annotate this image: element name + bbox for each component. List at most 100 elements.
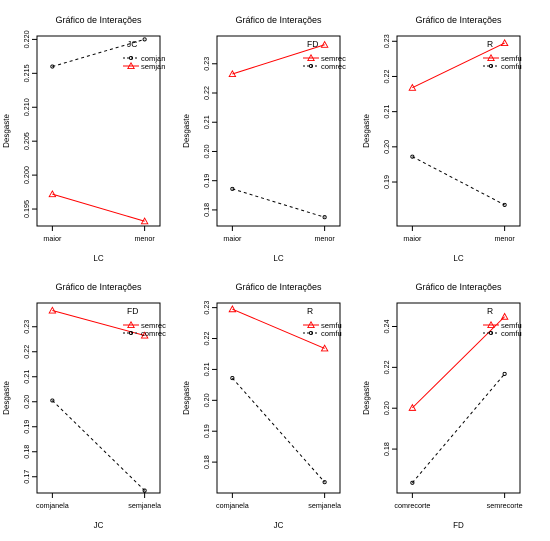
legend-label: semrec bbox=[141, 321, 166, 330]
data-point-comfu bbox=[322, 480, 327, 485]
data-point-comjan bbox=[50, 64, 55, 69]
legend-marker bbox=[308, 330, 314, 336]
legend-title: FD bbox=[127, 306, 138, 316]
series-line-semjan bbox=[52, 193, 145, 222]
data-point-semrec bbox=[140, 331, 149, 339]
y-tick-label: 0.205 bbox=[22, 132, 31, 150]
y-tick-label: 0.20 bbox=[202, 393, 211, 407]
legend-title: FD bbox=[307, 39, 318, 49]
y-tick-label: 0.18 bbox=[22, 445, 31, 459]
x-tick-label: comrecorte bbox=[394, 501, 430, 510]
y-tick-label: 0.20 bbox=[22, 395, 31, 409]
data-point-semfu bbox=[408, 403, 417, 411]
x-axis-label: LC bbox=[93, 254, 103, 263]
x-tick-label: semrecorte bbox=[487, 501, 523, 510]
data-point-semfu bbox=[228, 305, 237, 313]
series-line-semfu bbox=[412, 42, 505, 89]
plot-frame bbox=[396, 302, 521, 494]
y-tick-label: 0.220 bbox=[22, 30, 31, 48]
x-tick-label: menor bbox=[314, 234, 335, 243]
x-tick-label: menor bbox=[494, 234, 515, 243]
y-tick-label: 0.22 bbox=[382, 69, 391, 83]
legend-marker bbox=[488, 63, 494, 69]
y-axis-label: Desgaste bbox=[362, 114, 371, 148]
legend-title: R bbox=[487, 306, 493, 316]
y-tick-label: 0.19 bbox=[382, 175, 391, 189]
data-point-semfu bbox=[320, 344, 329, 352]
legend-marker bbox=[127, 61, 135, 70]
y-tick-label: 0.21 bbox=[22, 370, 31, 384]
panel-3: Gráfico de Interações maior menor LC 0.19 0.2… bbox=[362, 15, 522, 263]
data-point-comrec bbox=[230, 186, 235, 191]
legend-marker bbox=[487, 53, 495, 62]
y-tick-label: 0.19 bbox=[22, 420, 31, 434]
series-line-comrec bbox=[232, 188, 325, 218]
legend-marker bbox=[127, 320, 135, 329]
y-tick-label: 0.195 bbox=[22, 200, 31, 218]
panel-4: Gráfico de Interações comjanela semjanela J… bbox=[2, 282, 166, 530]
x-axis-label: JC bbox=[94, 521, 104, 530]
series-line-semfu bbox=[232, 308, 325, 349]
y-tick-label: 0.23 bbox=[22, 320, 31, 334]
panel-5: Gráfico de Interações comjanela semjanela J… bbox=[182, 282, 342, 530]
plot-frame bbox=[36, 35, 161, 227]
data-point-semjan bbox=[140, 217, 149, 225]
y-tick-label: 0.23 bbox=[202, 301, 211, 315]
y-tick-label: 0.24 bbox=[382, 319, 391, 333]
data-point-comrec bbox=[322, 215, 327, 220]
legend-title: R bbox=[307, 306, 313, 316]
chart-title: Gráfico de Interações bbox=[415, 282, 502, 292]
legend-marker bbox=[488, 330, 494, 336]
legend-title: JC bbox=[127, 39, 137, 49]
y-tick-label: 0.210 bbox=[22, 98, 31, 116]
legend-title: R bbox=[487, 39, 493, 49]
y-axis-label: Desgaste bbox=[362, 381, 371, 415]
x-axis-label: FD bbox=[453, 521, 464, 530]
legend-marker bbox=[308, 63, 314, 69]
series-line-comjan bbox=[52, 38, 145, 68]
data-point-comfu bbox=[410, 154, 415, 159]
y-tick-label: 0.23 bbox=[202, 57, 211, 71]
y-tick-label: 0.21 bbox=[202, 115, 211, 129]
legend-label: comjan bbox=[141, 54, 165, 63]
x-tick-label: semjanela bbox=[128, 501, 161, 510]
x-tick-label: maior bbox=[403, 234, 422, 243]
y-tick-label: 0.22 bbox=[22, 345, 31, 359]
plot-frame bbox=[216, 35, 341, 227]
series-line-semrec bbox=[232, 44, 325, 75]
y-axis-label: Desgaste bbox=[182, 114, 191, 148]
x-axis-label: LC bbox=[273, 254, 283, 263]
plot-frame bbox=[216, 302, 341, 494]
legend-label: semfu bbox=[321, 321, 342, 330]
y-tick-label: 0.19 bbox=[202, 174, 211, 188]
series-line-semrec bbox=[52, 310, 145, 336]
y-tick-label: 0.21 bbox=[382, 105, 391, 119]
data-point-comfu bbox=[410, 480, 415, 485]
y-tick-label: 0.18 bbox=[202, 455, 211, 469]
y-tick-label: 0.215 bbox=[22, 64, 31, 82]
y-tick-label: 0.18 bbox=[382, 442, 391, 456]
data-point-semjan bbox=[48, 189, 57, 198]
y-tick-label: 0.20 bbox=[382, 401, 391, 415]
legend-marker bbox=[128, 55, 134, 61]
y-axis-label: Desgaste bbox=[2, 114, 11, 148]
plot-frame bbox=[396, 35, 521, 227]
data-point-comfu bbox=[502, 371, 507, 376]
series-line-comfu bbox=[411, 373, 506, 484]
data-point-comrec bbox=[50, 398, 55, 403]
x-axis-label: LC bbox=[453, 254, 463, 263]
legend-label: comrec bbox=[141, 329, 166, 338]
chart-title: Gráfico de Interações bbox=[55, 282, 142, 292]
chart-title: Gráfico de Interações bbox=[235, 282, 322, 292]
plot-frame bbox=[36, 302, 161, 494]
data-point-semrec bbox=[228, 69, 237, 78]
y-tick-label: 0.22 bbox=[202, 332, 211, 346]
y-tick-label: 0.19 bbox=[202, 424, 211, 438]
legend-marker bbox=[307, 53, 315, 62]
data-point-comjan bbox=[142, 37, 147, 42]
chart-title: Gráfico de Interações bbox=[55, 15, 142, 25]
y-tick-label: 0.20 bbox=[382, 140, 391, 154]
series-line-semfu bbox=[412, 316, 505, 409]
y-axis-label: Desgaste bbox=[182, 381, 191, 415]
x-axis-label: JC bbox=[274, 521, 284, 530]
